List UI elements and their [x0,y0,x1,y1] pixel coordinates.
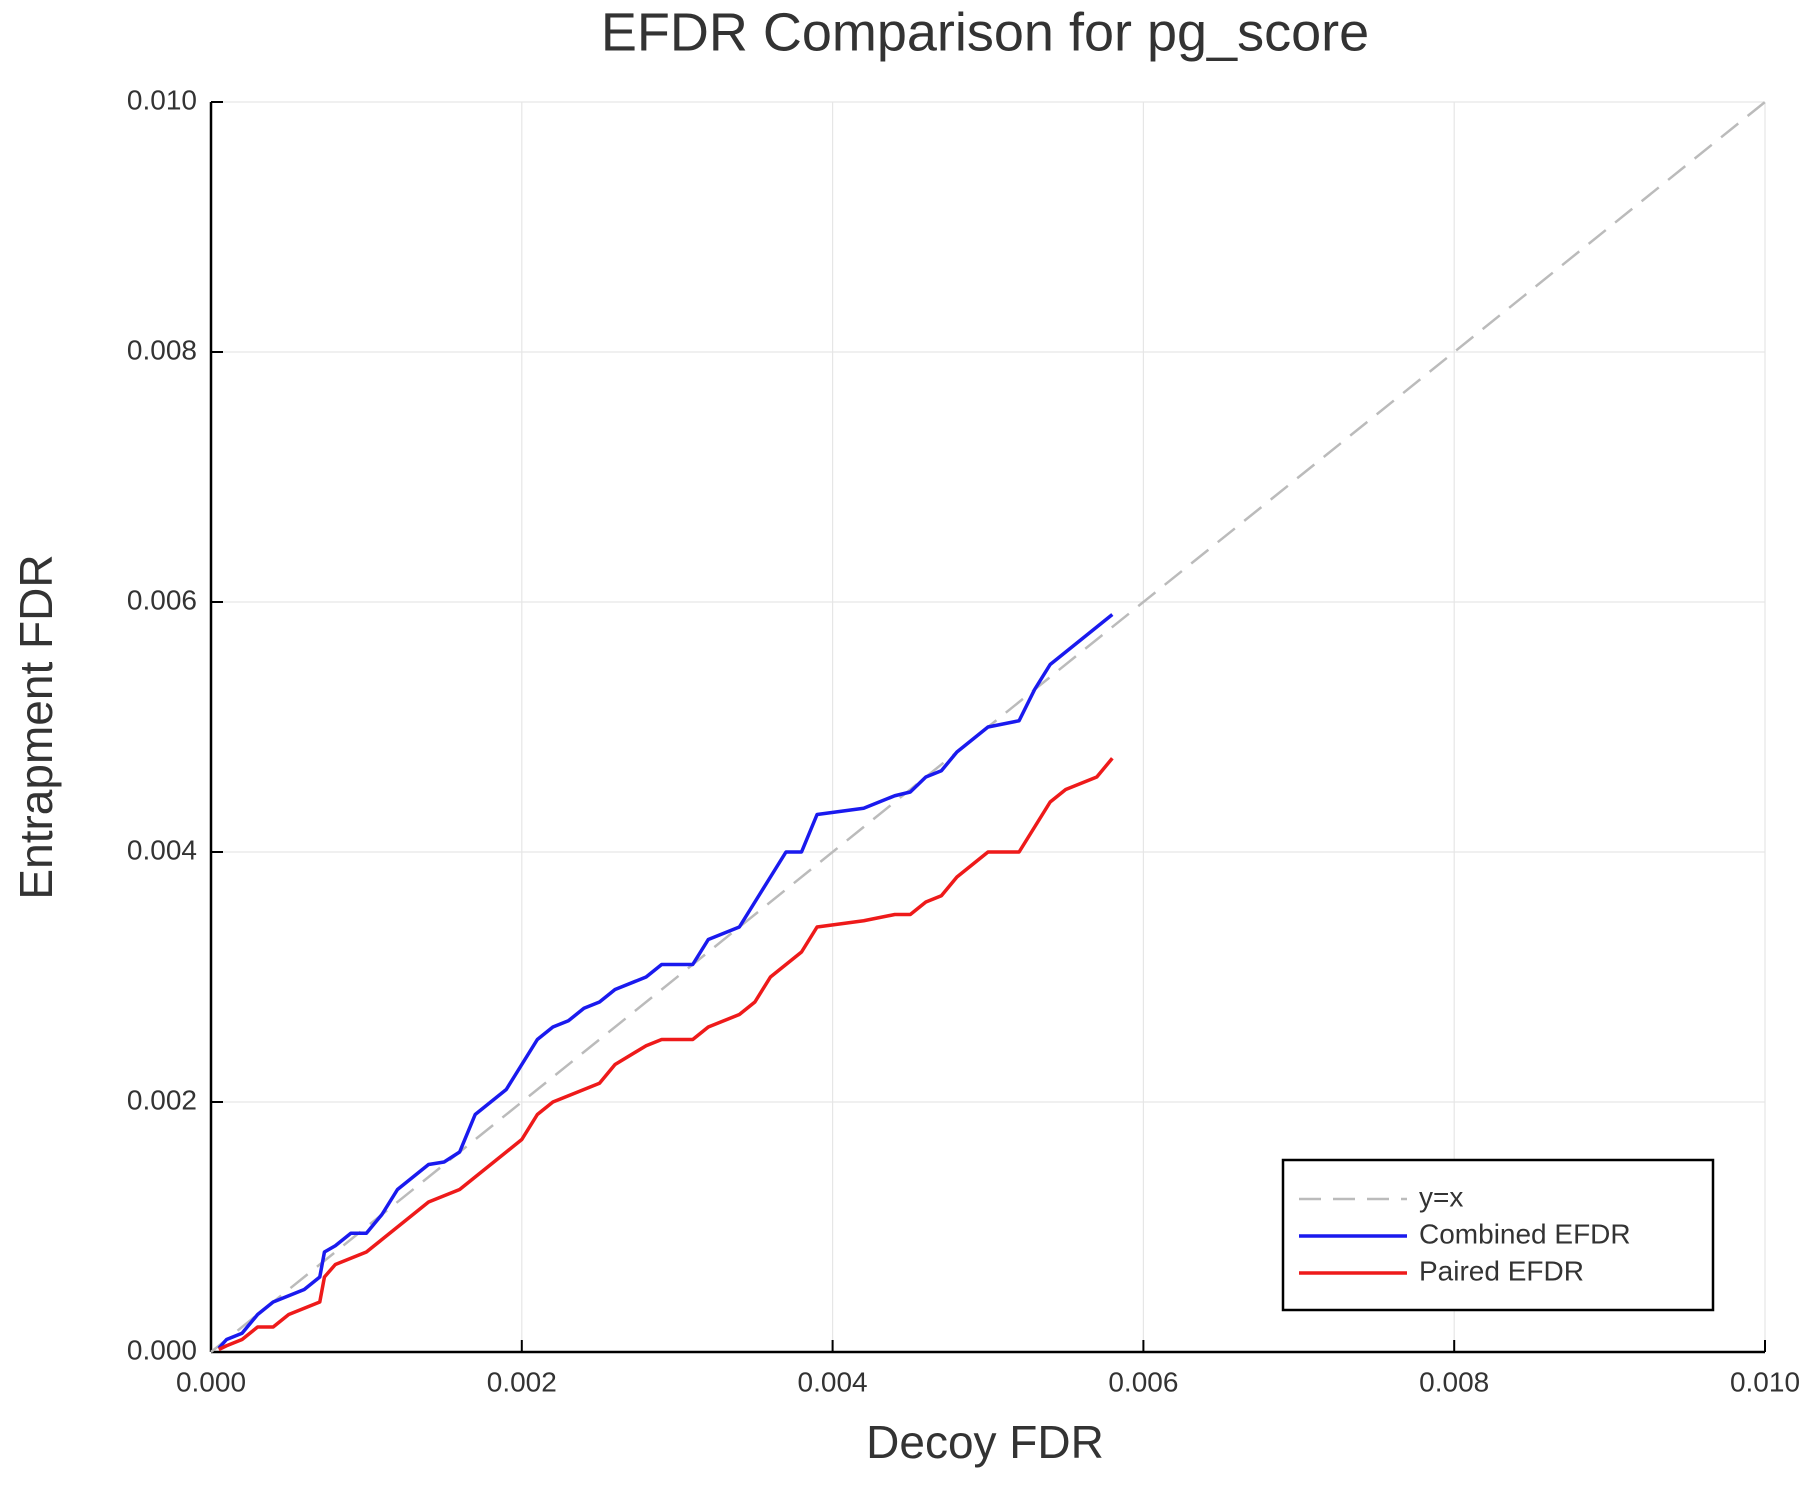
y-tick-label: 0.010 [127,84,197,115]
x-tick-label: 0.010 [1730,1366,1800,1397]
x-tick-label: 0.004 [798,1366,868,1397]
y-tick-label: 0.006 [127,584,197,615]
legend-box [1281,1158,1715,1312]
y-tick-label: 0.008 [127,334,197,365]
y-tick-label: 0.002 [127,1084,197,1115]
x-tick-label: 0.002 [487,1366,557,1397]
legend-label: y=x [1419,1181,1463,1212]
legend-label: Paired EFDR [1419,1255,1584,1286]
x-tick-label: 0.006 [1108,1366,1178,1397]
x-axis-label: Decoy FDR [866,1416,1104,1468]
y-axis-label: Entrapment FDR [10,554,62,899]
legend-label: Combined EFDR [1419,1218,1631,1249]
y-tick-label: 0.000 [127,1334,197,1365]
legend: y=x Combined EFDR Paired EFDR [1281,1158,1715,1312]
x-tick-label: 0.000 [176,1366,246,1397]
x-tick-label: 0.008 [1419,1366,1489,1397]
series-line [218,757,1114,1352]
chart-title: EFDR Comparison for pg_score [601,2,1369,62]
y-tick-label: 0.004 [127,834,197,865]
series-line [217,613,1114,1350]
